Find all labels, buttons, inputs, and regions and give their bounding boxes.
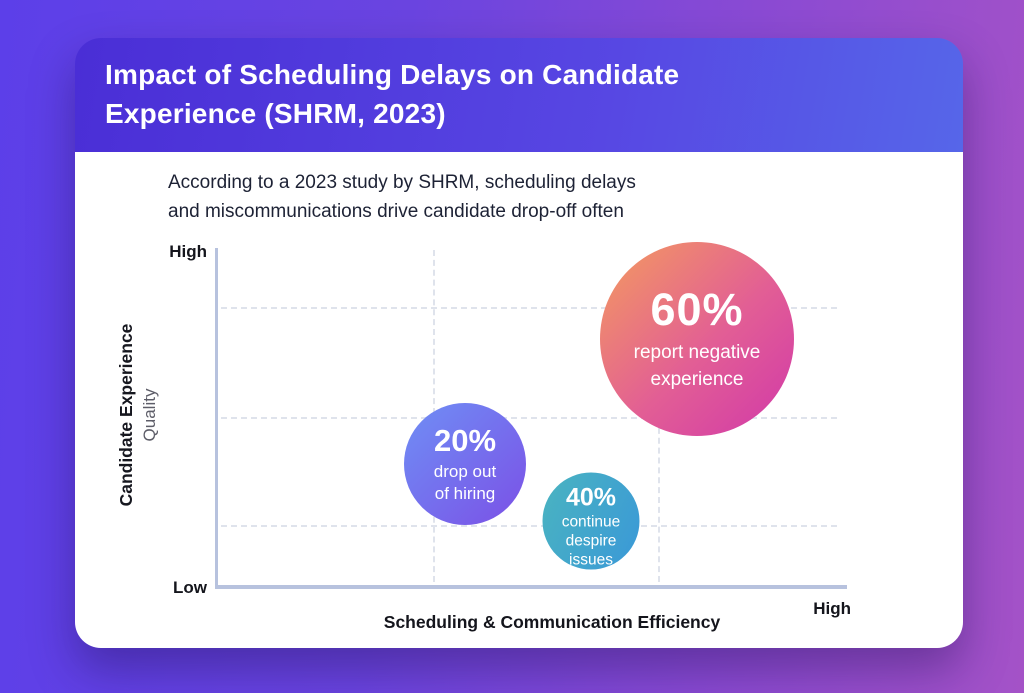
bubble-40-label-line2: despire: [565, 532, 617, 550]
page-title-line1: Impact of Scheduling Delays on Candidate: [105, 59, 680, 90]
gridline-horizontal-2: [221, 417, 837, 419]
plot-area: High Low High Scheduling & Communication…: [116, 242, 851, 632]
infographic-card: Impact of Scheduling Delays on Candidate…: [75, 38, 963, 648]
chart-subtitle-line1: According to a 2023 study by SHRM, sched…: [168, 172, 636, 193]
bubble-60-value: 60%: [650, 284, 744, 336]
chart-subtitle-line2: and miscommunications drive candidate dr…: [168, 201, 624, 223]
card-header: Impact of Scheduling Delays on Candidate…: [75, 38, 963, 152]
bubble-40-label-line1: continue: [561, 513, 621, 531]
y-axis-title-secondary: Quality: [140, 388, 159, 442]
x-axis-max-label: High: [813, 599, 851, 618]
gridline-horizontal-1: [221, 307, 837, 309]
gridline-horizontal-3: [221, 525, 837, 527]
bubble-60-label-line1: report negative: [633, 342, 761, 364]
bubble-60-label-line2: experience: [650, 369, 744, 390]
page-title: Impact of Scheduling Delays on Candidate…: [105, 56, 679, 133]
page-title-line2: Experience (SHRM, 2023): [105, 97, 446, 129]
y-axis-title: Candidate Experience Quality: [116, 324, 160, 507]
card-body: According to a 2023 study by SHRM, sched…: [75, 152, 963, 648]
bubble-40-value: 40%: [565, 483, 617, 512]
y-axis-line: [215, 248, 218, 588]
bubble-20-value: 20%: [433, 422, 497, 458]
bubble-40-percent: 40% continue despire issues: [542, 472, 640, 570]
y-axis-min-label: Low: [173, 578, 207, 597]
bubble-20-percent: 20% drop out of hiring: [404, 403, 526, 525]
chart-subtitle: According to a 2023 study by SHRM, sched…: [168, 168, 636, 227]
bubble-20-label-line2: of hiring: [434, 484, 496, 503]
y-axis-max-label: High: [169, 242, 207, 261]
x-axis-line: [215, 585, 847, 589]
x-axis-title: Scheduling & Communication Efficiency: [383, 612, 721, 632]
y-axis-title-primary: Candidate Experience: [116, 323, 136, 507]
bubble-60-percent: 60% report negative experience: [600, 242, 794, 436]
bubble-20-label-line1: drop out: [433, 461, 497, 481]
bubble-40-label-line3: issues: [569, 551, 613, 569]
